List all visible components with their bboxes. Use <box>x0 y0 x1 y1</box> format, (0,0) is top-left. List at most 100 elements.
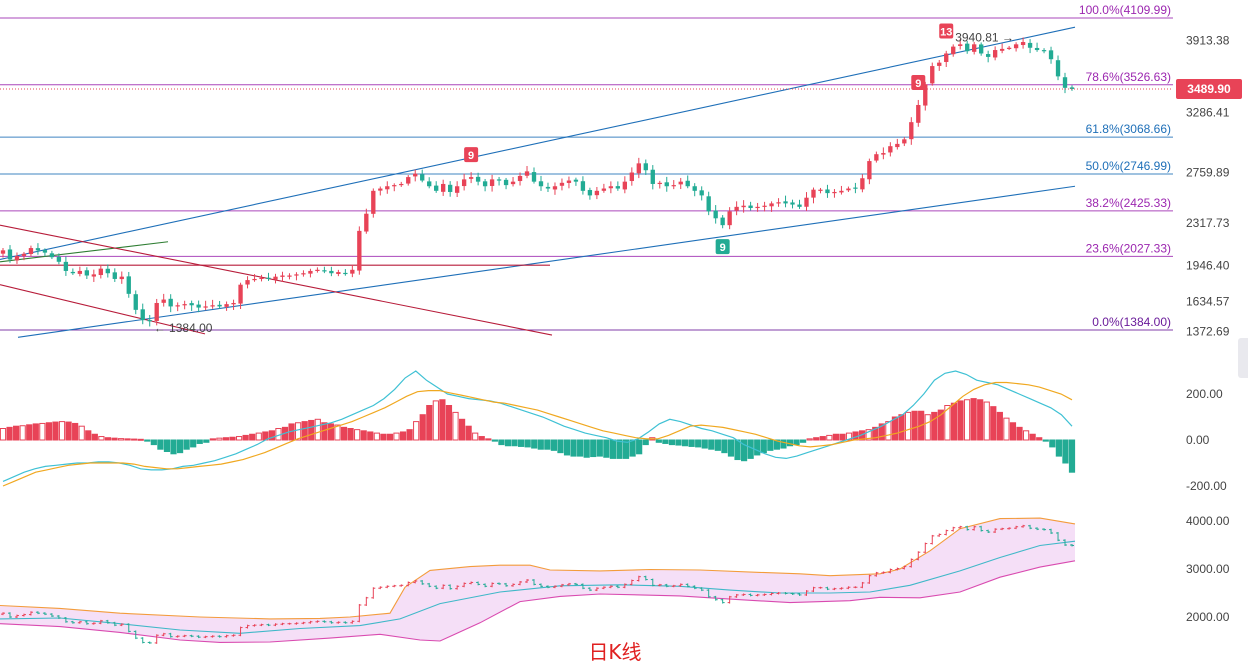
macd-histogram-bar <box>701 439 708 449</box>
macd-histogram-bar <box>229 436 236 441</box>
macd-histogram-bar <box>439 399 446 441</box>
price-annotations: 3940.81 → ← 1384.00 13 9 9 9 <box>154 23 1014 335</box>
macd-histogram-bar <box>393 432 400 441</box>
candle-body <box>371 190 376 214</box>
candle-body <box>252 278 257 281</box>
candle-body <box>615 186 621 189</box>
candle-body <box>601 188 607 191</box>
candle-body <box>1020 42 1026 46</box>
macd-histogram-bar <box>636 439 643 455</box>
candle-body <box>245 280 250 285</box>
candle-body <box>168 298 173 307</box>
candle-body <box>790 202 795 205</box>
main-price-axis: 3913.38 3286.41 2759.89 2317.73 1946.40 1634.… <box>0 34 1230 338</box>
macd-histogram-bar <box>924 414 931 441</box>
candle-body <box>322 270 327 272</box>
candle-body <box>1013 44 1019 49</box>
macd-histogram-bar <box>688 439 695 447</box>
macd-histogram-bar <box>767 439 774 451</box>
candle-body <box>7 249 13 260</box>
macd-histogram-bar <box>163 439 171 452</box>
macd-histogram-bar <box>117 438 125 441</box>
macd-histogram-bar <box>249 433 256 441</box>
candle-body <box>350 269 355 274</box>
candle-body <box>273 276 278 280</box>
candle-body <box>84 270 90 276</box>
macd-histogram-bar <box>52 421 59 441</box>
candle-body <box>832 191 837 194</box>
candle-body <box>496 179 502 181</box>
high-annotation: 3940.81 → <box>955 30 1014 44</box>
candle-body <box>839 190 844 193</box>
macd-histogram-bar <box>708 439 715 450</box>
main-price-pane: 100.0%(4109.99) 78.6%(3526.63) 61.8%(3068.… <box>0 3 1230 338</box>
macd-histogram-bar <box>963 399 971 441</box>
macd-histogram-bar <box>485 438 492 441</box>
macd-histogram-bar <box>327 423 335 441</box>
candle-body <box>930 66 935 84</box>
macd-histogram-bar <box>157 439 164 450</box>
candle-body <box>692 186 697 191</box>
candle-body <box>364 213 369 232</box>
fib-label: 0.0%(1384.00) <box>1092 315 1171 329</box>
macd-histogram-bar <box>360 430 367 441</box>
macd-histogram-bar <box>642 439 649 446</box>
candle-body <box>853 187 858 189</box>
macd-histogram-bar <box>865 429 872 441</box>
candle-body <box>294 274 299 276</box>
side-panel-toggle[interactable] <box>1238 338 1248 378</box>
price-tick-label: 2759.89 <box>1186 166 1230 180</box>
candle-body <box>203 306 208 308</box>
candle-body <box>797 204 802 207</box>
candle-body <box>468 177 474 179</box>
candle-body <box>916 104 921 123</box>
candle-body <box>392 185 397 187</box>
candle-body <box>951 46 956 55</box>
candle-body <box>112 272 117 279</box>
candle-body <box>161 299 166 303</box>
candle-body <box>1041 50 1047 52</box>
macd-histogram-bar <box>472 432 479 441</box>
candle-body <box>385 186 390 190</box>
candle-body <box>510 181 516 185</box>
candle-body <box>1062 77 1068 88</box>
last-price-badge: 3489.90 <box>1176 78 1242 99</box>
macd-histogram-bar <box>603 439 610 458</box>
macd-histogram-bar <box>793 439 800 446</box>
candle-body <box>636 163 641 174</box>
candle-body <box>650 169 655 184</box>
candle-body <box>238 284 243 304</box>
macd-histogram-bar <box>904 411 912 441</box>
candle-body <box>531 172 537 182</box>
candle-body <box>1069 87 1075 89</box>
macd-histogram-bar <box>478 436 485 441</box>
price-tick-label: 1946.40 <box>1186 259 1230 273</box>
candle-body <box>189 303 194 306</box>
candle-body <box>406 177 411 184</box>
macd-histogram-bar <box>1009 422 1017 441</box>
td-marker-label: 9 <box>720 242 726 254</box>
macd-histogram-bar <box>878 423 885 441</box>
price-tick-label: 2317.73 <box>1186 216 1230 230</box>
boll-mid-line <box>0 540 1076 634</box>
macd-histogram-bar <box>747 439 754 459</box>
candle-body <box>42 250 48 253</box>
macd-histogram-bar <box>714 439 721 451</box>
fib-label: 50.0%(2746.99) <box>1086 159 1171 173</box>
macd-histogram-bar <box>295 422 302 441</box>
boll-tick-label: 4000.00 <box>1186 514 1230 528</box>
candle-body <box>182 304 187 306</box>
downtrend-upper-line <box>0 224 553 336</box>
candle-body <box>992 50 998 58</box>
macd-histogram-bar <box>98 436 105 441</box>
macd-histogram-bar <box>957 400 964 441</box>
candle-body <box>1034 47 1040 51</box>
candle-body <box>343 272 348 275</box>
macd-histogram-bar <box>1042 439 1049 442</box>
candle-body <box>21 253 27 256</box>
candle-body <box>147 320 152 322</box>
candle-body <box>909 122 914 140</box>
price-tick-label: 3286.41 <box>1186 105 1230 119</box>
boll-band-fill <box>0 518 1075 643</box>
macd-histogram-bar <box>891 416 899 441</box>
